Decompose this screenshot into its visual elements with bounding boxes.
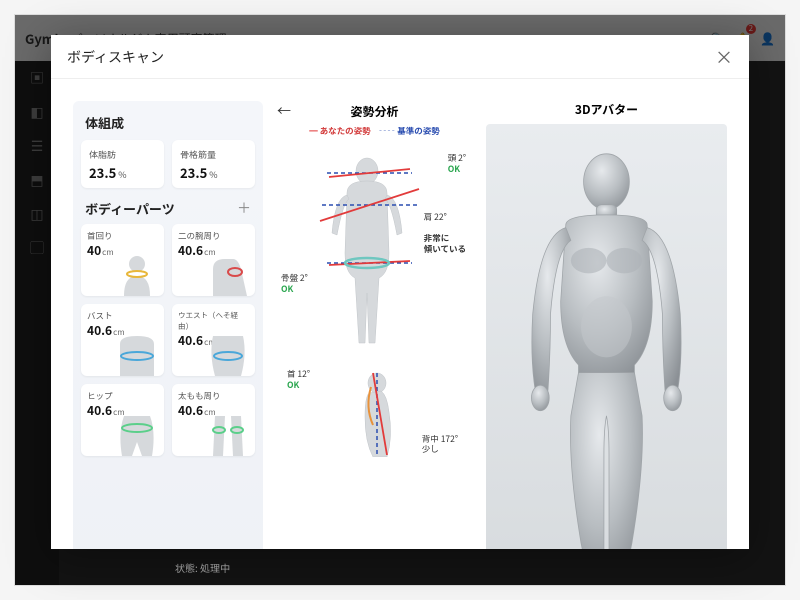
close-icon[interactable]: × (715, 44, 733, 70)
metric-neck-side: 首 12° OK (287, 369, 310, 390)
body-scan-modal: ボディスキャン × 体組成 体脂肪 23.5% (51, 35, 749, 549)
body-composition-panel: 体組成 体脂肪 23.5% 骨格筋量 23.5 (73, 101, 263, 549)
modal-title: ボディスキャン (67, 47, 164, 67)
bust-icon (112, 334, 162, 376)
body-part-card[interactable]: ヒップ 40.6cm (81, 384, 164, 456)
composition-card: 骨格筋量 23.5% (172, 140, 255, 188)
body-part-card[interactable]: 首回り 40cm (81, 224, 164, 296)
hip-icon (112, 414, 162, 456)
card-label: 体脂肪 (89, 148, 156, 161)
composition-card: 体脂肪 23.5% (81, 140, 164, 188)
body-part-card[interactable]: 二の腕周り 40.6cm (172, 224, 255, 296)
modal-header: ボディスキャン × (51, 35, 749, 79)
footer-status: 状態: 処理中 (175, 560, 230, 575)
avatar-viewport[interactable] (486, 124, 727, 549)
body-part-card[interactable]: バスト 40.6cm (81, 304, 164, 376)
upper-arm-icon (203, 254, 253, 296)
section-title-posture: 姿勢分析 (350, 103, 398, 120)
waist-icon (203, 334, 253, 376)
metric-pelvis: 骨盤 2° OK (281, 273, 308, 294)
card-label: 骨格筋量 (180, 148, 247, 161)
posture-side-figure: 首 12° OK 背中 172° 少し (277, 367, 472, 457)
section-title-avatar: 3Dアバター (575, 101, 638, 118)
body-part-card[interactable]: ウエスト（へそ経由） 40.6cm (172, 304, 255, 376)
metric-shoulder: 肩 22° 非常に 傾いている (424, 201, 466, 254)
metric-head: 頭 2° OK (448, 153, 466, 174)
section-title-parts: ボディーパーツ (85, 199, 175, 218)
metric-back-side: 背中 172° 少し (422, 434, 458, 455)
add-part-icon[interactable]: ＋ (237, 198, 251, 218)
neck-icon (112, 254, 162, 296)
posture-analysis-panel: ← 姿勢分析 ━ あなたの姿勢 ╌╌ 基準の姿勢 (277, 101, 472, 549)
body-part-card[interactable]: 太もも周り 40.6cm (172, 384, 255, 456)
posture-front-figure: 頭 2° OK 肩 22° 非常に 傾いている 骨盤 2° OK (277, 143, 472, 363)
back-arrow-icon[interactable]: ← (277, 101, 291, 121)
card-value: 23.5% (89, 163, 156, 182)
avatar-panel: 3Dアバター (486, 101, 727, 549)
posture-legend: ━ あなたの姿勢 ╌╌ 基準の姿勢 (277, 125, 472, 137)
section-title-composition: 体組成 (81, 109, 255, 140)
thigh-icon (203, 414, 253, 456)
card-value: 23.5% (180, 163, 247, 182)
